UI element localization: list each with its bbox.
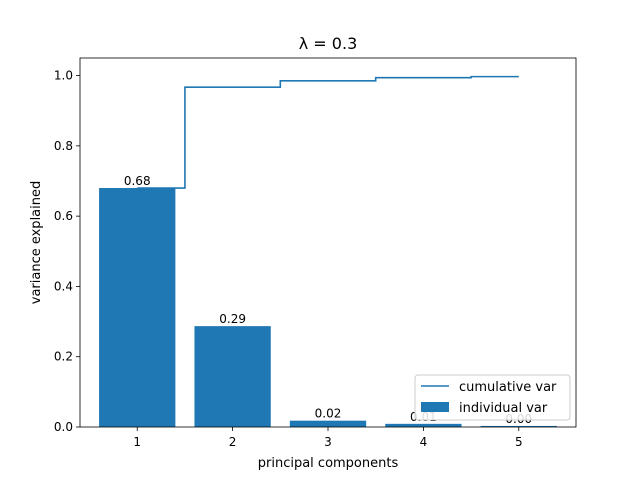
x-tick-label: 4 [420, 435, 428, 449]
bar-pc-5 [480, 425, 557, 427]
bar-pc-4 [385, 423, 462, 427]
bar-value-label-pc-3: 0.02 [315, 407, 342, 421]
legend-box [414, 374, 571, 421]
y-axis-label: variance explained [29, 181, 44, 305]
x-tick-label: 2 [229, 435, 237, 449]
y-tick-label: 0.8 [54, 139, 73, 153]
legend-individual-label: individual var [459, 401, 548, 416]
bar-pc-2 [194, 326, 271, 427]
legend-individual-bar-sample [421, 402, 449, 412]
x-tick-label: 5 [515, 435, 523, 449]
chart-title: λ = 0.3 [299, 34, 358, 53]
x-tick-label: 1 [133, 435, 141, 449]
x-tick-label: 3 [324, 435, 332, 449]
y-tick-label: 1.0 [54, 69, 73, 83]
legend-cumulative-label: cumulative var [459, 380, 557, 395]
y-tick-label: 0.0 [54, 420, 73, 434]
y-axis-ticks: 0.0 0.2 0.4 0.6 0.8 1.0 [54, 69, 80, 434]
bar-value-label-pc-2: 0.29 [219, 312, 246, 326]
y-tick-label: 0.6 [54, 209, 73, 223]
cumulative-variance-step-line [137, 75, 519, 189]
x-axis-label: principal components [258, 456, 399, 471]
bar-value-label-pc-1: 0.68 [124, 174, 151, 188]
y-tick-label: 0.4 [54, 279, 73, 293]
x-axis-ticks: 1 2 3 4 5 [133, 427, 523, 449]
bar-pc-1 [99, 188, 176, 427]
plot-area: 0.680.290.020.010.00 [99, 75, 557, 427]
bar-pc-3 [289, 420, 367, 427]
y-tick-label: 0.2 [54, 350, 73, 364]
legend: cumulative var individual var [414, 374, 571, 421]
